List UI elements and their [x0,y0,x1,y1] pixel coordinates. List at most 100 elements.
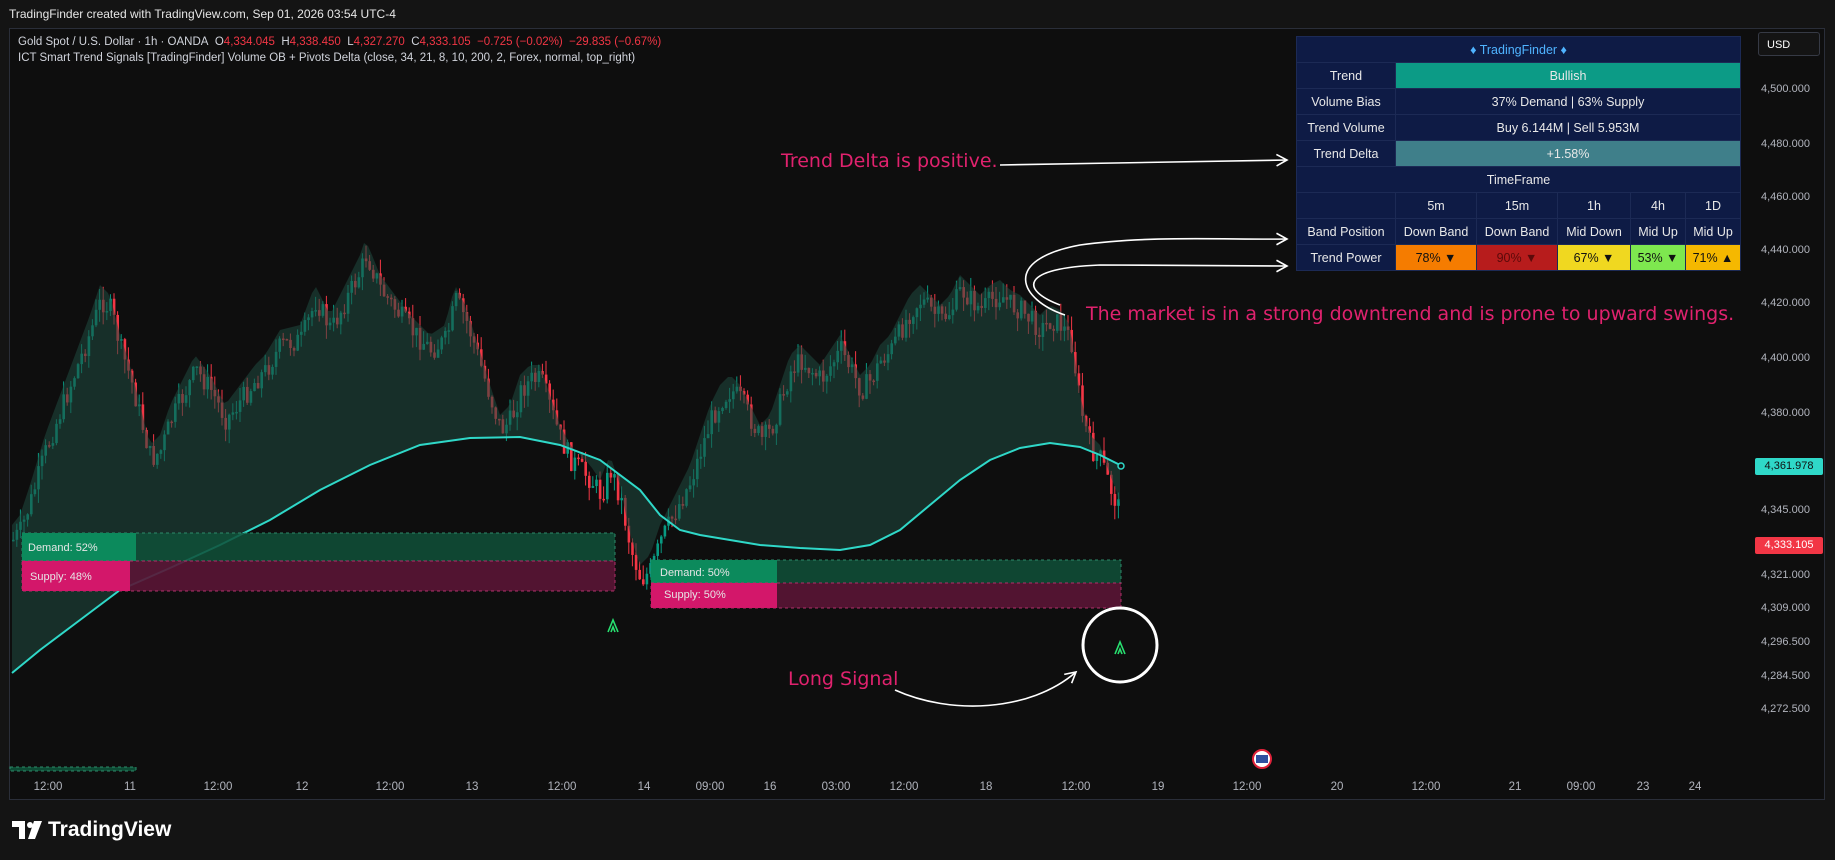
price-tick-label: 4,380.000 [1761,407,1810,419]
chart-title: TradingFinder created with TradingView.c… [9,7,396,21]
last-price-tag: 4,333.105 [1755,537,1823,554]
demand-zone-2-label-bg [651,560,777,583]
ma-area-group [12,243,1120,673]
time-tick-label: 11 [124,781,136,793]
band-arrow-line [1024,237,1288,316]
time-tick-label: 12:00 [204,781,233,793]
candle-body [1077,373,1081,386]
candle-body [634,554,638,570]
candle-body [742,391,746,395]
supply-zone-2-label-bg [651,583,777,608]
candle-body [591,486,595,488]
tradingview-logo[interactable]: TradingView [12,818,171,842]
candle-body [570,442,573,471]
band-1d: Mid Up [1685,218,1741,245]
price-tick-label: 4,321.000 [1761,569,1810,581]
candle-body [1088,426,1091,433]
close-value: 4,333.105 [419,36,471,48]
trend-area [12,243,1120,673]
candle-body [652,555,656,564]
symbol-name[interactable]: Gold Spot / U.S. Dollar · 1h · OANDA [18,36,209,48]
change-value-2: −29.835 (−0.67%) [569,36,662,48]
brand-name: TradingView [48,818,172,841]
candle-body [1081,385,1084,416]
time-tick-label: 19 [1152,781,1165,793]
candle-body [642,579,645,585]
supply-zone-1-label-bg [22,561,130,591]
candle-body [595,479,598,487]
price-tick-label: 4,309.000 [1761,602,1810,614]
trend-volume-label: Trend Volume [1296,114,1396,141]
power-1d: 71% ▲ [1685,244,1741,271]
candle-body [598,479,602,499]
low-value: 4,327.270 [353,36,405,48]
candle-body [573,457,577,471]
price-tick-label: 4,284.500 [1761,670,1810,682]
candle-body [1106,462,1109,475]
price-tick-label: 4,480.000 [1761,138,1810,150]
candle-body [123,339,127,360]
band-1h: Mid Down [1557,218,1631,245]
delta-arrow-head [1275,153,1289,167]
candle-body [1110,474,1113,494]
volume-bias-label: Volume Bias [1296,88,1396,115]
power-1h: 67% ▼ [1557,244,1631,271]
candle-body [631,542,634,555]
candle-body [649,563,652,574]
tradingfinder-table: ♦ TradingFinder ♦ Trend Bullish Volume Bi… [1296,36,1741,271]
price-tick-label: 4,420.000 [1761,297,1810,309]
tf-15m: 15m [1476,192,1558,219]
tf-4h: 4h [1630,192,1686,219]
candle-body [548,383,551,400]
candle-body [112,298,116,315]
candle-body [656,543,659,556]
ohlc-line: Gold Spot / U.S. Dollar · 1h · OANDA O4,… [18,36,662,48]
power-arrow-head [1276,259,1289,273]
band-4h: Mid Up [1630,218,1686,245]
time-tick-label: 23 [1637,781,1650,793]
zone-label: Demand: 50% [660,567,730,579]
indicator-legend[interactable]: ICT Smart Trend Signals [TradingFinder] … [18,52,636,64]
footer-bar [0,800,1835,860]
currency-selector[interactable]: USD [1758,32,1820,56]
candle-body [1117,499,1120,506]
chart-header: TradingFinder created with TradingView.c… [0,0,1835,28]
time-tick-label: 14 [638,781,651,793]
candle-body [645,573,649,585]
time-tick-label: 09:00 [1567,781,1596,793]
timeframe-header: TimeFrame [1296,166,1741,193]
power-arrow-line [1033,264,1288,306]
trend-volume-value: Buy 6.144M | Sell 5.953M [1395,114,1741,141]
band-15m: Down Band [1476,218,1558,245]
time-tick-label: 13 [466,781,479,793]
candle-body [638,569,641,580]
candle-body [544,374,548,384]
trend-value: Bullish [1395,62,1741,89]
candle-body [663,525,667,537]
candle-body [660,536,663,544]
candle-body [620,497,623,501]
ma-endpoint [1117,462,1125,470]
long-signal-marker [607,617,619,633]
price-tick-label: 4,400.000 [1761,352,1810,364]
tf-1d: 1D [1685,192,1741,219]
price-tick-label: 4,272.500 [1761,703,1810,715]
mini-zone [9,766,137,772]
candle-body [588,475,591,488]
power-4h: 53% ▼ [1630,244,1686,271]
time-tick-label: 18 [980,781,993,793]
candle-body [609,472,613,478]
change-value: −0.725 (−0.02%) [477,36,563,48]
time-tick-label: 12:00 [376,781,405,793]
tf-5m: 5m [1395,192,1477,219]
time-tick-label: 09:00 [696,781,725,793]
high-value: 4,338.450 [289,36,341,48]
price-tick-label: 4,500.000 [1761,83,1810,95]
trend-power-label: Trend Power [1296,244,1396,271]
time-tick-label: 24 [1689,781,1702,793]
signal-highlight-circle [1081,606,1159,684]
candle-body [602,498,605,501]
candle-body [404,306,407,312]
zone-label: Supply: 48% [30,571,92,583]
